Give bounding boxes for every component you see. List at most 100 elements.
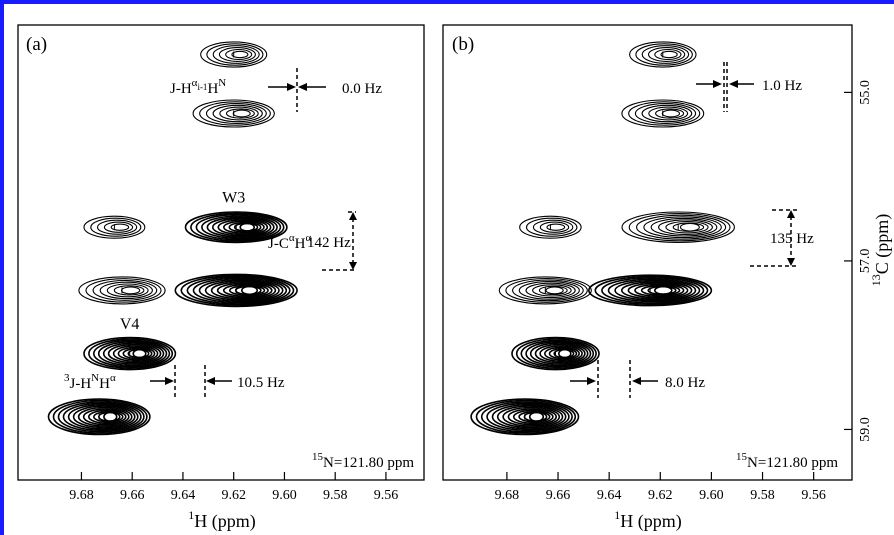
panel-b-label: (b): [452, 34, 474, 55]
contour-ring: [83, 215, 146, 239]
peak-8: [47, 398, 151, 436]
contour-ring: [90, 217, 142, 237]
contour-ring: [180, 274, 295, 306]
contour-ring: [628, 101, 701, 126]
contour-ring: [525, 217, 578, 237]
contour-ring: [241, 285, 259, 296]
y-tick-label: 59.0: [858, 417, 873, 442]
contour-ring: [88, 338, 174, 370]
contour-ring: [620, 280, 693, 300]
contour-ring: [96, 219, 138, 235]
contour-ring: [206, 216, 275, 238]
contour-ring: [594, 275, 709, 306]
x-tick-label: 9.60: [272, 488, 297, 503]
contour-ring: [665, 220, 709, 234]
peak-7: [83, 336, 177, 371]
contour-ring: [225, 48, 253, 61]
peak-label-v4: V4: [120, 316, 140, 333]
contour-ring: [648, 106, 689, 121]
peak-4: [184, 211, 288, 244]
x-tick-label: 9.64: [597, 488, 622, 503]
x-tick-label: 9.62: [221, 488, 246, 503]
contour-ring: [587, 274, 713, 307]
contour-ring: [92, 279, 158, 301]
contour-ring: [486, 402, 570, 432]
panel-b-x-axis-label: 1H (ppm): [614, 508, 682, 532]
annotation-j-h-alpha-hn: J-Hαi-1HN 0.0 Hz: [170, 68, 382, 112]
contour-ring: [222, 220, 265, 234]
contour-ring: [647, 47, 686, 62]
contour-ring: [543, 346, 580, 361]
panel-b-y-axis-label: 13C (ppm): [869, 214, 893, 287]
contour-ring: [78, 276, 166, 305]
contour-ring: [539, 345, 583, 363]
contour-ring: [502, 406, 561, 427]
contour-ring: [219, 106, 259, 121]
contour-ring: [621, 211, 735, 243]
contour-ring: [654, 48, 682, 61]
contour-ring: [77, 406, 133, 427]
contour-ring: [607, 278, 701, 303]
panel-a-label: (a): [26, 34, 47, 55]
peak-5: [78, 276, 166, 305]
contour-ring: [120, 286, 141, 295]
contour-ring: [528, 411, 545, 422]
contour-ring: [88, 409, 127, 425]
contour-ring: [97, 340, 168, 367]
contour-ring: [206, 43, 264, 66]
peak-1: [200, 41, 268, 68]
y-tick-label: 55.0: [858, 80, 873, 105]
x-tick-label: 9.58: [750, 488, 775, 503]
contour-ring: [614, 279, 697, 302]
annotation-b-3j-hn-h-alpha: 8.0 Hz: [570, 360, 705, 398]
panel-a-field-label: 15N=121.80 ppm: [312, 451, 414, 471]
contour-ring: [57, 401, 145, 433]
contour-ring: [529, 342, 589, 365]
contour-ring: [532, 219, 574, 235]
contour-ring: [634, 103, 697, 124]
contour-ring: [52, 399, 148, 434]
contour-ring: [658, 219, 713, 236]
contour-ring: [546, 223, 566, 231]
contour-ring: [47, 398, 151, 436]
x-tick-label: 9.58: [323, 488, 348, 503]
contour-ring: [470, 398, 580, 436]
contour-ring: [225, 108, 255, 119]
peak-6: [587, 274, 713, 307]
contour-ring: [85, 278, 162, 303]
annotation-3j-hn-h-alpha: 3J-HNHα 10.5 Hz: [64, 365, 285, 398]
contour-ring: [199, 101, 271, 126]
contour-ring: [643, 216, 722, 239]
peak-5: [498, 276, 592, 305]
contour-ring: [519, 215, 582, 239]
annotation-b-j-c-alpha-h-alpha: 135 Hz: [750, 209, 814, 267]
panel-b-y-ticks: 55.0 57.0 59.0: [844, 80, 873, 442]
contour-ring: [634, 283, 685, 298]
panel-b-j-hn-value: 8.0 Hz: [665, 375, 705, 391]
contour-ring: [679, 222, 700, 232]
contour-ring: [231, 50, 249, 59]
contour-ring: [212, 104, 263, 123]
x-tick-label: 9.68: [495, 488, 520, 503]
contour-ring: [83, 336, 177, 371]
peak-3: [519, 215, 582, 239]
contour-ring: [518, 281, 580, 300]
peak-7: [511, 336, 600, 371]
contour-ring: [641, 45, 690, 64]
contour-ring: [192, 277, 288, 304]
contour-ring: [655, 108, 685, 119]
peak-8: [470, 398, 580, 436]
peak-4: [621, 211, 735, 243]
contour-ring: [511, 336, 600, 371]
contour-ring: [82, 408, 130, 426]
contour-ring: [201, 215, 278, 240]
x-tick-label: 9.56: [801, 488, 826, 503]
panel-b-x-ticks: 9.68 9.66 9.64 9.62 9.60 9.58 9.56: [495, 472, 826, 503]
peak-1: [629, 41, 697, 68]
x-tick-label: 9.66: [120, 488, 145, 503]
contour-ring: [106, 283, 149, 298]
annotation-b-j-h-alpha-hn: 1.0 Hz: [696, 62, 802, 112]
contour-ring: [641, 104, 693, 123]
contour-ring: [62, 402, 142, 432]
